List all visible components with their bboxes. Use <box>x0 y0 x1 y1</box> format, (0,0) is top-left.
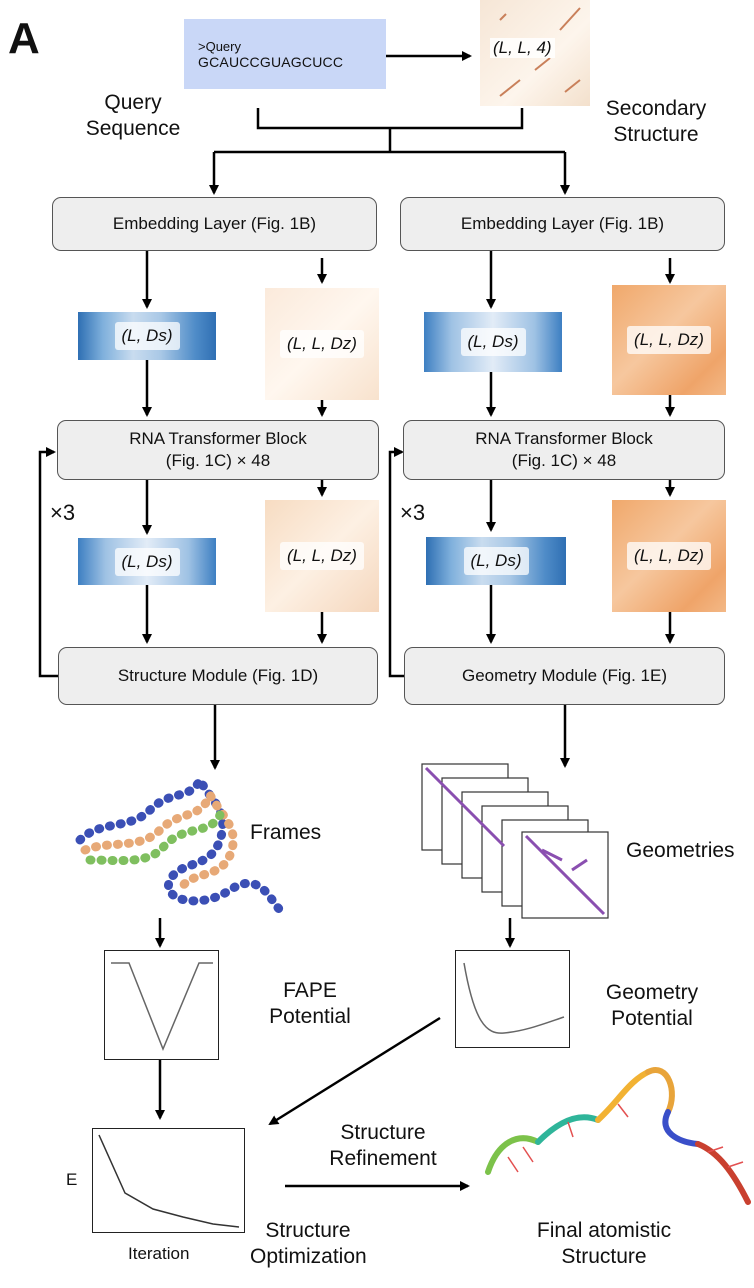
right-pair-tensor-2: (L, L, Dz) <box>612 500 726 612</box>
final-line1: Final atomistic <box>536 1219 672 1242</box>
opt-line1: Structure <box>265 1219 351 1242</box>
geo-pot-line1: Geometry <box>605 981 699 1004</box>
left-embedding-layer: Embedding Layer (Fig. 1B) <box>52 197 377 251</box>
left-single-tensor: (L, Ds) <box>78 312 216 360</box>
right-embedding-label: Embedding Layer (Fig. 1B) <box>460 214 665 233</box>
optimization-plot <box>92 1128 245 1233</box>
query-label-line1: Query <box>104 91 162 114</box>
ss-label-line2: Structure <box>613 123 699 146</box>
right-transformer-line2: (Fig. 1C) × 48 <box>511 451 617 470</box>
right-embedding-layer: Embedding Layer (Fig. 1B) <box>400 197 725 251</box>
left-single-tensor-2: (L, Ds) <box>78 538 216 585</box>
left-transformer-line2: (Fig. 1C) × 48 <box>165 451 271 470</box>
left-single-label: (L, Ds) <box>114 322 180 350</box>
secondary-structure-label: Secondary Structure <box>592 96 720 148</box>
optimization-curve <box>98 1134 240 1228</box>
fape-line1: FAPE <box>283 979 337 1002</box>
geometry-curve <box>463 962 565 1034</box>
right-single-tensor-2: (L, Ds) <box>426 537 566 585</box>
panel-letter: A <box>8 14 40 63</box>
geometries-illustration <box>421 763 609 919</box>
query-sequence-box: >Query GCAUCCGUAGCUCC <box>184 19 386 89</box>
geometries-label: Geometries <box>626 839 735 862</box>
secondary-shape-label: (L, L, 4) <box>490 38 555 58</box>
secondary-structure-map: (L, L, 4) <box>480 0 590 106</box>
frames-label: Frames <box>250 821 322 844</box>
structure-optimization-label: Structure Optimization <box>250 1218 367 1270</box>
left-pair-label: (L, L, Dz) <box>280 330 364 358</box>
query-header: >Query <box>198 39 241 54</box>
final-structure-label: Final atomistic Structure <box>524 1218 684 1270</box>
geometry-potential-label: Geometry Potential <box>590 980 714 1032</box>
left-embedding-label: Embedding Layer (Fig. 1B) <box>112 214 317 233</box>
right-single-label-2: (L, Ds) <box>463 547 529 575</box>
right-transformer-block: RNA Transformer Block (Fig. 1C) × 48 <box>403 420 725 480</box>
right-pair-label: (L, L, Dz) <box>627 326 711 354</box>
right-single-tensor: (L, Ds) <box>424 312 562 372</box>
left-transformer-block: RNA Transformer Block (Fig. 1C) × 48 <box>57 420 379 480</box>
structure-module-box: Structure Module (Fig. 1D) <box>58 647 378 705</box>
ss-label-line1: Secondary <box>605 97 707 120</box>
left-transformer-line1: RNA Transformer Block <box>129 429 307 448</box>
secondary-structure-marks <box>499 7 581 97</box>
fape-potential-plot <box>104 950 219 1060</box>
opt-line2: Optimization <box>250 1245 367 1268</box>
structure-refinement-label: Structure Refinement <box>318 1120 448 1172</box>
geometry-potential-plot <box>455 950 570 1048</box>
left-pair-tensor: (L, L, Dz) <box>265 288 379 400</box>
right-pair-label-2: (L, L, Dz) <box>627 542 711 570</box>
energy-axis-label: E <box>66 1170 78 1189</box>
right-repeat-label: ×3 <box>400 500 426 525</box>
structure-module-label: Structure Module (Fig. 1D) <box>117 666 319 685</box>
iteration-axis-label: Iteration <box>128 1244 190 1263</box>
left-single-label-2: (L, Ds) <box>114 547 180 576</box>
left-pair-label-2: (L, L, Dz) <box>280 542 364 570</box>
query-label-line2: Sequence <box>85 117 181 140</box>
geometry-module-box: Geometry Module (Fig. 1E) <box>404 647 725 705</box>
geo-pot-line2: Potential <box>611 1007 693 1030</box>
right-pair-tensor: (L, L, Dz) <box>612 285 726 395</box>
right-single-label: (L, Ds) <box>460 328 526 356</box>
refine-line2: Refinement <box>329 1147 437 1170</box>
query-sequence-label: Query Sequence <box>78 90 188 142</box>
frames-illustration <box>75 770 285 915</box>
query-sequence: GCAUCCGUAGCUCC <box>198 54 344 70</box>
left-repeat-label: ×3 <box>50 500 76 525</box>
refine-line1: Structure <box>340 1121 426 1144</box>
right-transformer-line1: RNA Transformer Block <box>475 429 653 448</box>
geometry-module-label: Geometry Module (Fig. 1E) <box>461 666 667 685</box>
fape-label: FAPE Potential <box>250 978 370 1030</box>
final-structure-illustration <box>485 1067 751 1205</box>
final-line2: Structure <box>561 1245 647 1268</box>
fape-line2: Potential <box>269 1005 351 1028</box>
left-pair-tensor-2: (L, L, Dz) <box>265 500 379 612</box>
fape-curve <box>111 962 213 1051</box>
